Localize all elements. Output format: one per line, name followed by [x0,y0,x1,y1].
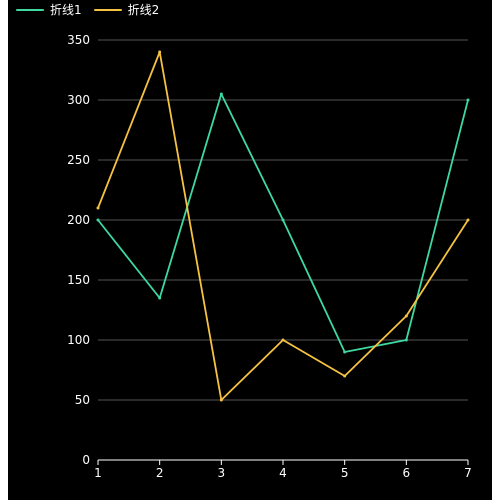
axes: 0 50 100 150 200 250 300 350 1 2 3 4 5 6 7 [67,33,472,480]
x-tick-label: 4 [279,466,287,480]
line-chart: 0 50 100 150 200 250 300 350 1 2 3 4 5 6 7 [67,33,472,480]
y-tick-label: 100 [67,333,90,347]
chart-legend: 折线1 折线2 [16,2,159,18]
series-2-point[interactable] [281,338,285,342]
y-tick-label: 150 [67,273,90,287]
legend-item-series-2[interactable]: 折线2 [93,2,160,18]
series-1-point[interactable] [96,218,100,222]
legend-swatch-series-2 [93,9,122,11]
series-2-point[interactable] [404,314,408,318]
y-tick-label: 250 [67,153,90,167]
series-2-point[interactable] [466,218,470,222]
y-tick-label: 0 [82,453,90,467]
series-2-point[interactable] [219,398,223,402]
series-lines [96,50,470,402]
legend-label-series-1: 折线1 [50,3,82,17]
y-tick-label: 350 [67,33,90,47]
series-1-point[interactable] [343,350,347,354]
series-1-point[interactable] [158,296,162,300]
legend-label-series-2: 折线2 [127,3,160,17]
x-tick-label: 6 [403,466,411,480]
chart-panel: 折线1 折线2 0 50 100 150 200 250 300 350 1 2 3 4 5 6 7 [8,0,492,500]
legend-swatch-series-1 [16,9,44,11]
x-tick-label: 7 [464,466,472,480]
series-line-1[interactable] [97,93,469,353]
series-2-point[interactable] [96,206,100,210]
series-2-point[interactable] [158,50,162,54]
series-line-2[interactable] [97,51,469,401]
x-tick-label: 1 [94,466,102,480]
x-tick-label: 3 [218,466,226,480]
x-tick-label: 5 [341,466,349,480]
series-1-point[interactable] [404,338,408,342]
y-tick-label: 300 [67,93,90,107]
y-tick-label: 200 [67,213,90,227]
legend-item-series-1[interactable]: 折线1 [16,2,82,18]
y-tick-label: 50 [75,393,90,407]
series-1-point[interactable] [219,92,223,96]
series-1-point[interactable] [281,218,285,222]
x-tick-label: 2 [156,466,164,480]
series-1-point[interactable] [466,98,470,102]
series-2-point[interactable] [343,374,347,378]
